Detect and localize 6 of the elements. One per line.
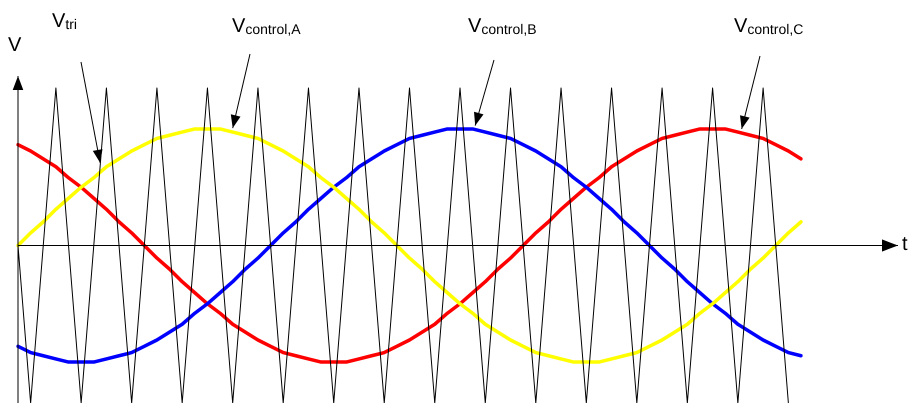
y-axis-title: V: [8, 34, 22, 56]
text: V$_{tri}$: [52, 10, 78, 33]
text: V$_{control,A}$: [232, 15, 301, 38]
text: V$_{control,B}$: [468, 15, 537, 38]
text: V$_{control,C}$: [734, 15, 804, 38]
x-axis-title: t: [902, 232, 908, 254]
